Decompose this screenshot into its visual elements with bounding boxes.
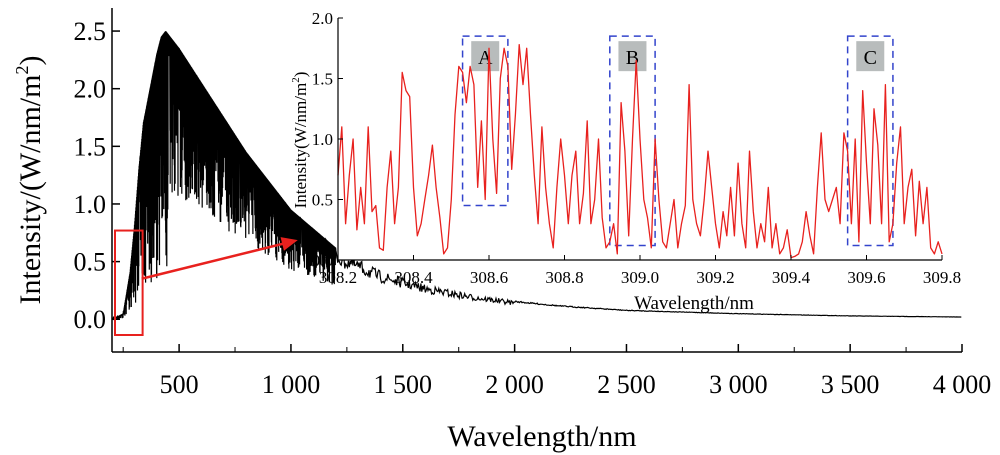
- main-x-tick-label: 500: [160, 370, 199, 399]
- main-spectrum-line: [111, 31, 962, 322]
- inset-x-tick-label: 308.4: [394, 268, 433, 287]
- main-y-tick-label: 1.0: [74, 190, 107, 219]
- main-y-axis-label: Intensity/(W/nm/m2): [12, 56, 47, 305]
- main-spectrum-series: [111, 31, 962, 322]
- annotation-label-c: C: [864, 47, 877, 69]
- inset-x-tick-label: 308.6: [470, 268, 508, 287]
- inset-x-tick-label: 309.4: [772, 268, 811, 287]
- zoom-region-box: [114, 229, 144, 336]
- main-x-tick-label: 3 500: [821, 370, 880, 399]
- zoom-arrow: [141, 240, 291, 280]
- annotation-box-c: [846, 35, 894, 247]
- main-x-tick-label: 3 000: [709, 370, 768, 399]
- inset-y-tick-label: 1.5: [312, 70, 333, 89]
- main-y-tick-label: 1.5: [74, 132, 107, 161]
- main-y-tick-label: 0.0: [74, 305, 107, 334]
- annotation-label-b: B: [626, 47, 639, 69]
- inset-x-tick-label: 309.0: [621, 268, 659, 287]
- inset-y-tick-label: 0.5: [312, 191, 333, 210]
- main-x-ticks: 500 1 000 1 500 2 000 2 500 3 000 3 500 4 000: [122, 344, 992, 399]
- annotation-label-a: A: [478, 47, 493, 69]
- inset-y-axis-label-sup: 2: [290, 77, 302, 83]
- inset-x-tick-label: 309.2: [696, 268, 734, 287]
- main-y-axis-label-tail: ): [14, 56, 47, 66]
- inset-x-tick-label: 309.6: [847, 268, 885, 287]
- main-chart: 500 1 000 1 500 2 000 2 500 3 000 3 500 4 000 0…: [12, 8, 991, 453]
- inset-y-tick-label: 2.0: [312, 9, 333, 28]
- main-axes: [111, 8, 962, 353]
- inset-x-tick-label: 308.8: [545, 268, 583, 287]
- main-y-axis-label-sup: 2: [12, 66, 32, 75]
- main-y-tick-label: 2.0: [74, 75, 107, 104]
- main-y-ticks: 0.0 0.5 1.0 1.5 2.0 2.5: [74, 17, 120, 334]
- inset-y-axis-label-tail: ): [291, 72, 310, 78]
- main-y-tick-label: 2.5: [74, 17, 107, 46]
- main-x-tick-label: 2 000: [485, 370, 544, 399]
- main-y-axis-label-main: Intensity/(W/nm/m: [14, 75, 47, 305]
- inset-spectrum-line: [337, 43, 943, 259]
- inset-y-axis-label-main: Intensity(W/nm/m: [291, 83, 310, 209]
- annotation-label-bg-c: [856, 41, 885, 72]
- inset-spectrum-series: [337, 43, 943, 259]
- main-y-tick-label: 0.5: [74, 248, 107, 277]
- main-x-tick-label: 2 500: [597, 370, 656, 399]
- inset-x-ticks: 308.2 308.4 308.6 308.8 309.0 309.2 309.4 309.6…: [319, 255, 961, 287]
- main-x-tick-label: 4 000: [933, 370, 992, 399]
- main-x-axis-label: Wavelength/nm: [447, 420, 636, 453]
- inset-y-tick-label: 1.0: [312, 130, 333, 149]
- zoom-arrowhead: [280, 237, 298, 251]
- inset-y-ticks: 0.0 0.5 1.0 1.5 2.0: [312, 9, 343, 270]
- main-x-tick-label: 1 000: [262, 370, 321, 399]
- inset-x-tick-label: 309.8: [923, 268, 961, 287]
- inset-y-tick-label: 0.0: [312, 251, 333, 270]
- main-x-tick-label: 1 500: [374, 370, 433, 399]
- annotation-label-bg-b: [618, 41, 647, 72]
- inset-x-axis-label: Wavelength/nm: [634, 293, 754, 314]
- annotation-label-bg-a: [471, 41, 500, 72]
- inset-y-axis-label: Intensity(W/nm/m2): [290, 72, 310, 209]
- inset-x-tick-label: 308.2: [319, 268, 357, 287]
